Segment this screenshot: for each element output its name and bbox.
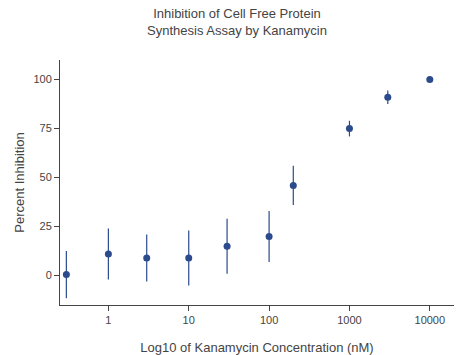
svg-text:75: 75 [40, 122, 52, 134]
svg-text:50: 50 [40, 171, 52, 183]
svg-text:1: 1 [105, 314, 111, 326]
svg-text:Log10 of Kanamycin Concentrati: Log10 of Kanamycin Concentration (nM) [140, 340, 373, 355]
svg-text:100: 100 [33, 73, 51, 85]
svg-text:1000: 1000 [337, 314, 361, 326]
svg-text:100: 100 [260, 314, 278, 326]
svg-text:Percent Inhibition: Percent Inhibition [12, 132, 27, 232]
svg-text:25: 25 [40, 220, 52, 232]
svg-text:10: 10 [183, 314, 195, 326]
svg-text:Inhibition of Cell Free Protei: Inhibition of Cell Free ProteinSynthesis… [147, 6, 327, 38]
svg-text:0: 0 [46, 269, 52, 281]
svg-text:10000: 10000 [415, 314, 446, 326]
